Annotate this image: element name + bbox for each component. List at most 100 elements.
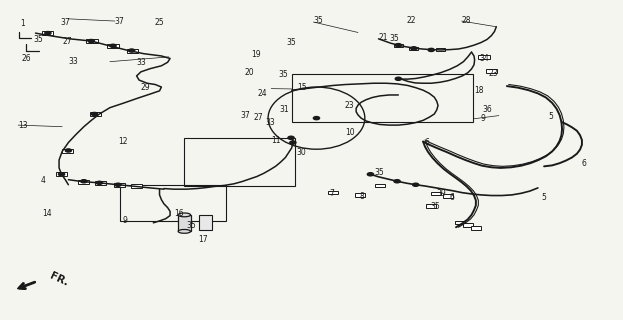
- Text: 30: 30: [297, 148, 307, 156]
- Bar: [471, 227, 481, 230]
- Text: 28: 28: [462, 16, 471, 25]
- Bar: [436, 48, 445, 51]
- Circle shape: [411, 47, 417, 50]
- Circle shape: [59, 173, 65, 176]
- Text: 8: 8: [359, 192, 364, 201]
- Bar: [56, 172, 67, 176]
- Text: 37: 37: [240, 111, 250, 120]
- Bar: [107, 44, 118, 48]
- Bar: [464, 223, 473, 227]
- Circle shape: [288, 136, 294, 140]
- Text: 35: 35: [389, 34, 399, 43]
- Circle shape: [394, 180, 400, 183]
- Text: 5: 5: [548, 112, 553, 121]
- Text: 6: 6: [450, 193, 455, 202]
- Bar: [455, 221, 465, 224]
- Text: 22: 22: [406, 16, 416, 25]
- Text: 33: 33: [265, 118, 275, 127]
- Text: 27: 27: [254, 113, 264, 122]
- Bar: [375, 184, 384, 187]
- Bar: [178, 215, 191, 231]
- Bar: [62, 149, 74, 153]
- Ellipse shape: [178, 229, 191, 233]
- Bar: [42, 31, 54, 35]
- Bar: [478, 55, 490, 59]
- Text: 17: 17: [198, 236, 207, 244]
- Circle shape: [97, 181, 103, 184]
- Bar: [443, 194, 453, 198]
- Text: 18: 18: [474, 86, 483, 95]
- Text: 27: 27: [62, 36, 72, 45]
- Circle shape: [110, 44, 116, 47]
- Bar: [184, 139, 295, 186]
- Text: 23: 23: [488, 69, 498, 78]
- Bar: [394, 44, 402, 47]
- Text: 21: 21: [379, 33, 388, 42]
- Text: 35: 35: [374, 168, 384, 177]
- Circle shape: [395, 44, 401, 47]
- Text: FR.: FR.: [48, 270, 70, 288]
- Text: 25: 25: [155, 18, 164, 27]
- Circle shape: [92, 112, 98, 116]
- Circle shape: [45, 32, 51, 35]
- Text: 9: 9: [122, 216, 127, 225]
- Text: 37: 37: [60, 18, 70, 27]
- Circle shape: [128, 49, 135, 52]
- Bar: [199, 215, 212, 230]
- Text: 35: 35: [186, 220, 196, 229]
- Text: 31: 31: [279, 105, 289, 114]
- Text: 14: 14: [42, 209, 51, 218]
- Text: 39: 39: [437, 189, 447, 198]
- Bar: [292, 74, 473, 122]
- Text: 10: 10: [346, 128, 355, 137]
- Circle shape: [65, 149, 72, 152]
- Text: 35: 35: [430, 203, 440, 212]
- Text: 1: 1: [20, 19, 25, 28]
- Bar: [355, 193, 365, 197]
- Circle shape: [290, 141, 296, 144]
- Circle shape: [412, 183, 419, 186]
- Text: 13: 13: [18, 121, 28, 130]
- Bar: [426, 204, 436, 208]
- Circle shape: [395, 77, 401, 80]
- Bar: [127, 49, 138, 52]
- Text: 6: 6: [581, 159, 586, 168]
- Text: 23: 23: [345, 101, 354, 110]
- Text: 26: 26: [22, 54, 32, 63]
- Text: 35: 35: [287, 38, 297, 47]
- Circle shape: [88, 39, 95, 43]
- Text: 5: 5: [541, 193, 546, 202]
- Text: 20: 20: [244, 68, 254, 77]
- Circle shape: [368, 173, 374, 176]
- Circle shape: [81, 180, 87, 183]
- Text: 35: 35: [34, 35, 44, 44]
- Text: 6: 6: [424, 138, 429, 147]
- Bar: [328, 191, 338, 194]
- Text: 37: 37: [115, 17, 125, 26]
- Text: 19: 19: [250, 50, 260, 59]
- Text: 9: 9: [481, 114, 486, 123]
- Bar: [90, 112, 102, 116]
- Text: 11: 11: [271, 135, 281, 145]
- Text: 12: 12: [118, 137, 128, 147]
- Text: 7: 7: [329, 189, 334, 198]
- Bar: [131, 184, 142, 188]
- Text: 33: 33: [136, 58, 146, 67]
- Bar: [113, 183, 125, 187]
- Text: 33: 33: [69, 57, 78, 66]
- Bar: [486, 69, 497, 73]
- Text: 36: 36: [482, 105, 492, 114]
- Text: 34: 34: [479, 54, 488, 63]
- Bar: [95, 181, 106, 185]
- Text: 15: 15: [297, 83, 307, 92]
- Bar: [78, 180, 90, 184]
- Text: 24: 24: [257, 89, 267, 98]
- Bar: [120, 185, 226, 221]
- Text: 4: 4: [40, 176, 45, 185]
- Text: 16: 16: [174, 209, 184, 219]
- Ellipse shape: [178, 213, 191, 217]
- Text: 29: 29: [141, 83, 151, 92]
- Text: 35: 35: [313, 16, 323, 25]
- Bar: [87, 39, 98, 43]
- Bar: [430, 192, 440, 195]
